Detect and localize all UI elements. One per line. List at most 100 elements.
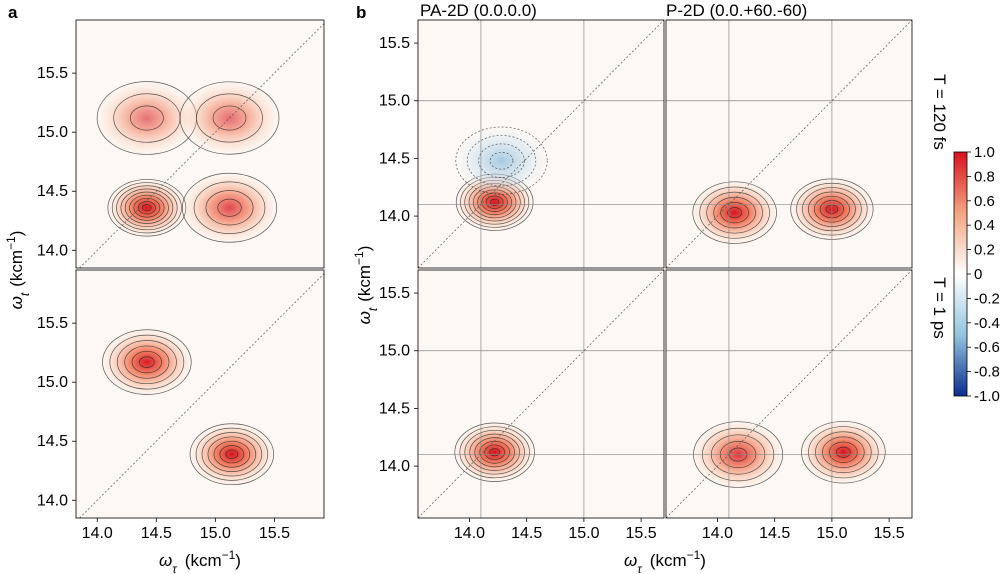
contour-0-3: [124, 345, 170, 379]
contour-1-2: [205, 190, 254, 226]
svg-text:ωt(kcm−1): ωt (kcm−1): [352, 246, 380, 325]
x-tick-label-2: 15.0: [568, 525, 599, 542]
row-label-1ps: T = 1 ps: [930, 277, 949, 339]
colorbar-tick-label-5: 0: [974, 266, 982, 283]
y-label-symbol-b: ω: [355, 311, 374, 324]
contour-1-4: [815, 431, 872, 474]
contour-0-6: [464, 429, 525, 475]
contour-0-1: [139, 356, 155, 368]
contour-0-7: [116, 185, 178, 231]
contour-0-4: [116, 340, 177, 385]
contour-1-3: [193, 181, 266, 235]
panel-b-PA-2D-120fs: 14.0 14.5 15.0 15.5: [379, 19, 665, 269]
panel-frame: [665, 269, 913, 519]
x-label-exp: −1: [222, 548, 236, 562]
contour-0-5: [109, 334, 185, 390]
contour-0-1: [142, 204, 152, 212]
contour-0-3: [713, 196, 756, 229]
x-label-unit-b: (kcm: [650, 551, 687, 570]
contour-0-1: [490, 198, 500, 206]
x-tick-label-3: 15.5: [259, 525, 290, 542]
contour-1-6: [801, 421, 886, 484]
contour-1-3: [213, 440, 251, 468]
x-tick-label-2: 15.0: [816, 525, 847, 542]
contour-0-4: [474, 437, 515, 468]
column-title-pa2d: PA-2D (0.0.0.0): [420, 1, 537, 20]
panel-plot-area: [418, 270, 664, 518]
x-tick-label-3: 15.5: [626, 525, 657, 542]
x-axis-label-b: ωτ (kcm−1): [624, 548, 706, 574]
y-tick-label-0: 14.0: [379, 208, 410, 225]
y-tick-label-1: 14.5: [37, 183, 68, 200]
y-label-exp: −1: [4, 236, 18, 250]
contour-1-4: [455, 126, 548, 195]
diagonal-line: [79, 23, 324, 268]
panel-letter-b: b: [356, 3, 366, 22]
contour-1-2: [829, 441, 858, 463]
panel-plot-area: [666, 270, 912, 518]
y-tick-label-1: 14.5: [37, 433, 68, 450]
contour-0-6: [120, 188, 174, 228]
panel-b-P-2D-120fs: [665, 19, 913, 269]
colorbar-tick-label-6: -0.2: [974, 290, 1000, 307]
contour-1-2: [219, 445, 245, 464]
colorbar-tick-label-2: 0.6: [974, 193, 995, 210]
contour-2-1: [129, 105, 164, 131]
panel-plot-area: [76, 20, 324, 268]
peak-1: [798, 419, 889, 486]
contour-0-2: [137, 201, 156, 215]
y-label-close-b: ): [355, 246, 374, 252]
peak-2: [93, 79, 200, 157]
y-label-unit: (kcm: [7, 250, 26, 287]
x-label-close-b: ): [700, 551, 706, 570]
contour-0-2: [131, 350, 162, 374]
panel-a-bottom: 14.0 14.5 15.0 15.5 14.0 14.5 15.0 15.5: [37, 269, 325, 542]
y-tick-label-2: 15.0: [37, 124, 68, 141]
y-label-unit-b: (kcm: [355, 265, 374, 302]
contour-0-5: [124, 191, 169, 224]
y-label-exp-b: −1: [352, 251, 366, 265]
panel-frame: [665, 19, 913, 269]
y-tick-label-1: 14.5: [379, 150, 410, 167]
peak-0: [689, 179, 780, 246]
x-label-unit: (kcm: [185, 551, 222, 570]
contour-1-2: [478, 143, 525, 178]
contour-0-4: [129, 194, 165, 221]
contour-1-4: [207, 436, 257, 472]
x-tick-label-0: 14.0: [702, 525, 733, 542]
y-label-close: ): [7, 231, 26, 237]
contour-0-7: [459, 426, 530, 479]
panel-frame: [417, 19, 665, 269]
colorbar-tick-label-4: 0.2: [974, 242, 995, 259]
y-axis-label-b: ωt (kcm−1): [352, 246, 380, 325]
contour-0-5: [469, 433, 520, 471]
y-tick-label-3: 15.5: [379, 35, 410, 52]
contour-1-7: [189, 423, 275, 486]
colorbar-tick-label-10: -1.0: [974, 388, 1000, 405]
peak-1: [187, 421, 277, 487]
y-tick-label-3: 15.5: [37, 315, 68, 332]
panel-letter-a: a: [8, 3, 18, 22]
row-label-120fs: T = 120 fs: [930, 74, 949, 150]
column-title-p2d: P-2D (0.0.+60.-60): [666, 1, 807, 20]
panel-a-top: 14.0 14.5 15.0 15.5: [37, 19, 325, 269]
contour-0-4: [706, 191, 763, 234]
panels-layer: 14.0 14.5 15.0 15.5 14.0 14.5 15.0 15.5 14.0 14.5…: [37, 19, 913, 542]
contour-1-1: [225, 449, 239, 459]
y-label-symbol: ω: [7, 296, 26, 309]
contour-1-3: [822, 436, 865, 469]
y-tick-label-3: 15.5: [37, 65, 68, 82]
x-label-sub-b: τ: [637, 562, 643, 574]
contour-3-1: [212, 105, 247, 131]
contour-1-1: [489, 151, 514, 170]
x-tick-label-1: 14.5: [759, 525, 790, 542]
contour-0-3: [133, 197, 161, 218]
y-tick-label-3: 15.5: [379, 285, 410, 302]
contour-1-3: [466, 135, 537, 187]
y-tick-label-2: 15.0: [379, 343, 410, 360]
contour-1-1: [217, 198, 242, 217]
contour-1-6: [195, 427, 269, 481]
contour-1-4: [181, 172, 278, 243]
y-tick-label-0: 14.0: [37, 492, 68, 509]
